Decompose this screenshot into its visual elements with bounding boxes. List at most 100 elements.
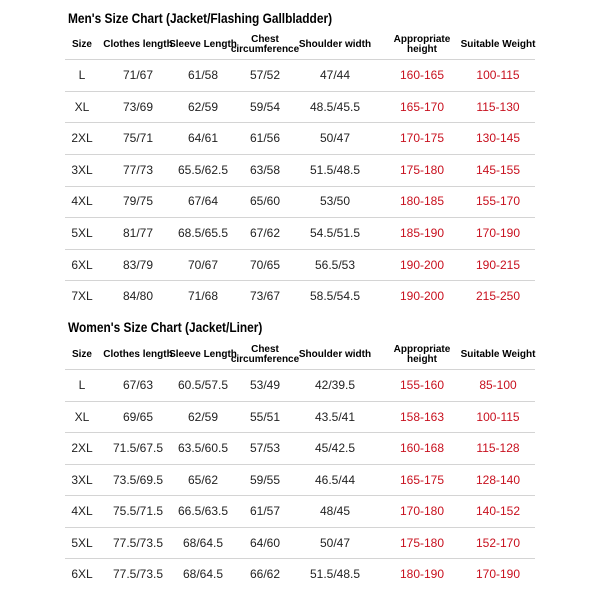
table-cell: 115-128 (476, 441, 520, 455)
table-cell: 59/55 (249, 472, 281, 487)
column-header: Sleeve Length (169, 39, 237, 50)
table-cell: 57/52 (249, 68, 281, 82)
table-cell: 58.5/54.5 (309, 289, 361, 304)
table-cell: 100-115 (476, 409, 520, 424)
table-cell: 63/58 (249, 162, 281, 177)
table-cell: 55/51 (249, 409, 281, 424)
table-cell: 158-163 (399, 409, 445, 424)
table-cell: 160-165 (399, 68, 445, 82)
table-cell: 53/49 (249, 378, 281, 392)
table-cell: 155-170 (475, 194, 521, 209)
table-title: Women's Size Chart (Jacket/Liner) (68, 319, 263, 335)
column-header: Suitable Weight (460, 39, 536, 50)
table-cell: 77/73 (122, 162, 154, 177)
table-cell: 68.5/65.5 (177, 226, 229, 240)
row-divider (65, 90, 535, 92)
table-cell: 61/56 (249, 131, 281, 146)
column-header: Suitable Weight (460, 349, 536, 360)
table-cell: 84/80 (122, 289, 154, 304)
table-cell: 68/64.5 (182, 535, 224, 550)
table-cell: 190-200 (399, 257, 445, 272)
table-cell: L (78, 378, 86, 392)
table-cell: 54.5/51.5 (309, 226, 361, 240)
table-cell: 65/62 (187, 472, 219, 487)
table-cell: 180-190 (399, 567, 445, 581)
column-header: Chest circumference (230, 34, 300, 55)
column-header: Shoulder width (298, 39, 372, 50)
table-cell: 51.5/48.5 (309, 162, 361, 177)
table-cell: 185-190 (399, 226, 445, 240)
table-cell: 62/59 (187, 99, 219, 114)
table-cell: 47/44 (319, 68, 351, 82)
table-cell: 59/54 (249, 99, 281, 114)
table-cell: 71/68 (187, 289, 219, 304)
table-cell: 70/65 (249, 257, 281, 272)
table-cell: 7XL (71, 289, 93, 304)
table-cell: 81/77 (122, 226, 154, 240)
table-cell: 46.5/44 (314, 472, 356, 487)
table-cell: 42/39.5 (314, 378, 356, 392)
table-cell: 48.5/45.5 (309, 99, 361, 114)
table-cell: 65.5/62.5 (177, 162, 229, 177)
table-cell: XL (74, 409, 90, 424)
table-cell: 128-140 (475, 472, 521, 487)
table-cell: 64/61 (187, 131, 219, 146)
table-cell: 71/67 (122, 68, 154, 82)
table-cell: 140-152 (475, 504, 521, 518)
table-cell: 175-180 (399, 162, 445, 177)
table-cell: 145-155 (475, 162, 521, 177)
table-cell: 160-168 (399, 441, 445, 455)
column-header: Clothes length (103, 39, 173, 50)
table-cell: L (78, 68, 86, 82)
row-divider (65, 248, 535, 250)
table-cell: 170-190 (475, 567, 521, 581)
column-header: Size (71, 39, 92, 50)
row-divider (65, 369, 535, 370)
table-cell: 115-130 (476, 99, 520, 114)
table-cell: 83/79 (122, 257, 154, 272)
row-divider (65, 526, 535, 528)
table-cell: 62/59 (187, 409, 219, 424)
table-cell: 68/64.5 (182, 567, 224, 581)
table-cell: 61/57 (249, 504, 281, 518)
row-divider (65, 495, 535, 497)
table-cell: 4XL (71, 504, 93, 518)
table-cell: 215-250 (475, 289, 521, 304)
table-cell: 77.5/73.5 (112, 567, 164, 581)
table-cell: 69/65 (122, 409, 154, 424)
table-cell: 130-145 (475, 131, 521, 146)
table-cell: 43.5/41 (314, 409, 356, 424)
table-cell: 75/71 (122, 131, 154, 146)
table-cell: 2XL (71, 131, 93, 146)
row-divider (65, 122, 535, 124)
table-cell: 45/42.5 (314, 441, 356, 455)
table-cell: 63.5/60.5 (177, 441, 229, 455)
column-header: Size (71, 349, 92, 360)
table-cell: 3XL (71, 472, 93, 487)
table-cell: 3XL (71, 162, 93, 177)
table-cell: 6XL (71, 567, 93, 581)
row-divider (65, 463, 535, 465)
table-cell: 4XL (71, 194, 93, 209)
table-cell: 66/62 (249, 567, 281, 581)
table-cell: 190-200 (399, 289, 445, 304)
table-title: Men's Size Chart (Jacket/Flashing Gallbl… (68, 10, 333, 26)
table-cell: 60.5/57.5 (177, 378, 229, 392)
table-cell: 53/50 (319, 194, 351, 209)
table-cell: 152-170 (475, 535, 521, 550)
table-cell: 180-185 (399, 194, 445, 209)
table-cell: 170-180 (399, 504, 445, 518)
column-header: Appropriate height (393, 344, 451, 365)
column-header: Shoulder width (298, 349, 372, 360)
table-cell: 51.5/48.5 (309, 567, 361, 581)
table-cell: 67/62 (249, 226, 281, 240)
column-header: Sleeve Length (169, 349, 237, 360)
table-cell: 57/53 (249, 441, 281, 455)
table-cell: 5XL (71, 226, 93, 240)
table-cell: XL (74, 99, 90, 114)
row-divider (65, 59, 535, 60)
table-cell: 70/67 (187, 257, 219, 272)
table-cell: 67/63 (122, 378, 154, 392)
table-cell: 56.5/53 (314, 257, 356, 272)
